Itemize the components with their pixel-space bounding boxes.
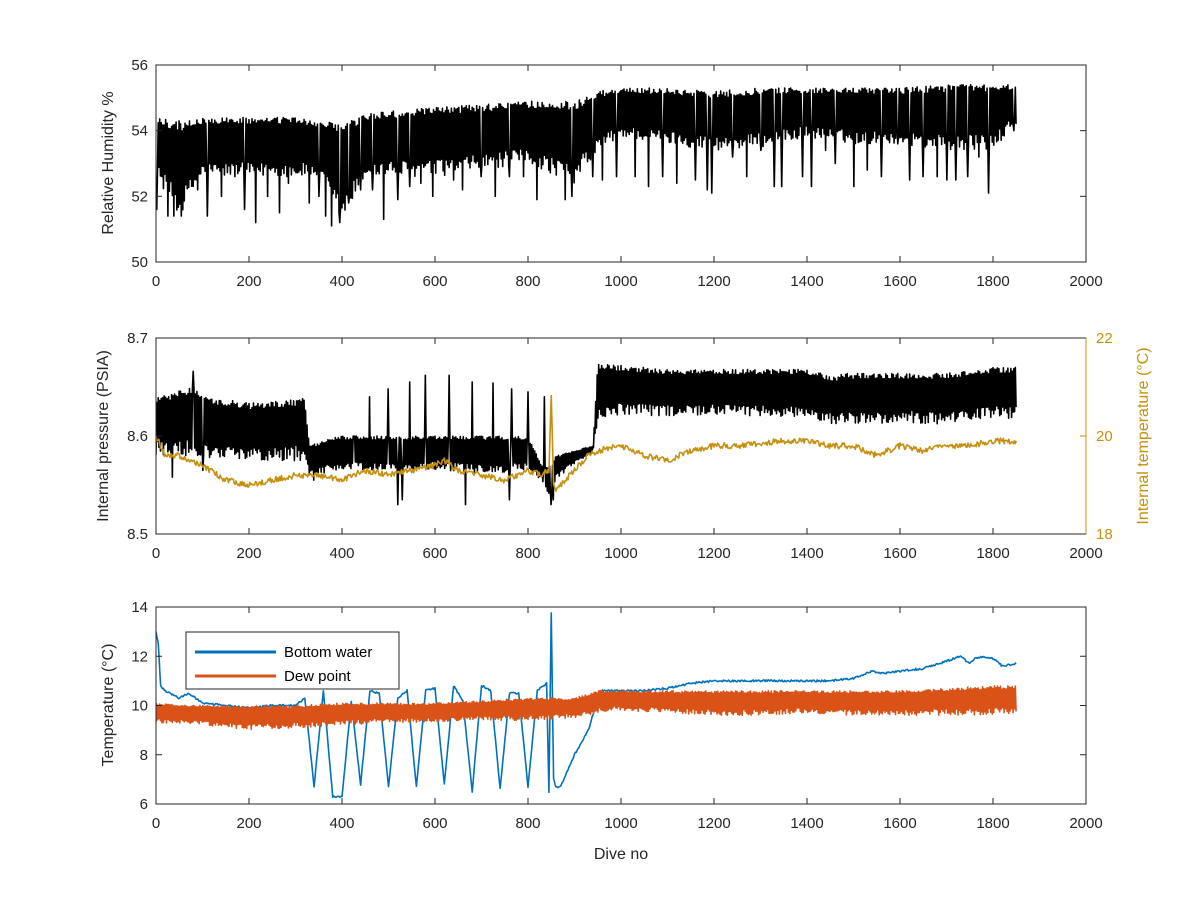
temperature-x-tick-label: 2000 [1069, 815, 1102, 832]
humidity-y-axis-label: Relative Humidity % [100, 91, 117, 234]
pressure-y-tick-label: 8.7 [127, 330, 148, 347]
humidity-y-tick-label: 56 [131, 57, 148, 74]
temperature-x-tick-label: 1400 [790, 815, 823, 832]
temperature-x-tick-label: 1200 [697, 815, 730, 832]
humidity-y-ticks: 50 52 54 56 [131, 57, 1086, 271]
humidity-x-tick-label: 1400 [790, 273, 823, 290]
pressure-x-tick-label: 1400 [790, 545, 823, 562]
humidity-x-ticks: 0 200 400 600 800 1000 1200 1400 1600 1800 2000 [152, 65, 1103, 290]
pressure-x-tick-label: 600 [422, 545, 447, 562]
humidity-axes-box [155, 64, 1087, 263]
pressure-x-ticks: 0 200 400 600 800 1000 1200 1400 1600 1800 2000 [152, 338, 1103, 562]
temperature-x-tick-label: 1600 [883, 815, 916, 832]
humidity-x-tick-label: 1600 [883, 273, 916, 290]
temperature-x-tick-label: 600 [422, 815, 447, 832]
pressure-series-1-line [156, 394, 1018, 492]
pressure-x-tick-label: 0 [152, 545, 160, 562]
temperature-right-y-tick-label: 18 [1096, 526, 1113, 543]
humidity-series-0-line [156, 84, 1017, 227]
pressure-x-tick-label: 400 [329, 545, 354, 562]
temperature-y-tick-label: 6 [140, 796, 148, 813]
pressure-y-tick-label: 8.6 [127, 428, 148, 445]
internal-temperature-y-axis-label: Internal temperature (°C) [1135, 347, 1152, 524]
x-axis-label: Dive no [594, 846, 648, 863]
pressure-x-tick-label: 1800 [976, 545, 1009, 562]
temperature-y-tick-label: 8 [140, 747, 148, 764]
humidity-x-tick-label: 600 [422, 273, 447, 290]
legend-label-bottom-water: Bottom water [284, 644, 372, 661]
humidity-x-tick-label: 800 [515, 273, 540, 290]
humidity-x-tick-label: 1200 [697, 273, 730, 290]
legend-box [185, 631, 400, 690]
humidity-x-tick-label: 0 [152, 273, 160, 290]
humidity-x-tick-label: 1800 [976, 273, 1009, 290]
humidity-y-tick-label: 50 [131, 254, 148, 271]
pressure-x-tick-label: 200 [236, 545, 261, 562]
temperature-x-tick-label: 0 [152, 815, 160, 832]
pressure-y-tick-label: 8.5 [127, 526, 148, 543]
pressure-y-ticks: 8.5 8.6 8.7 [127, 330, 162, 543]
temperature-y-tick-label: 10 [131, 698, 148, 715]
temperature-series [156, 612, 1017, 799]
pressure-x-tick-label: 2000 [1069, 545, 1102, 562]
legend: Bottom water Dew point [185, 631, 400, 690]
temperature-right-y-tick-label: 20 [1096, 428, 1113, 445]
pressure-series [156, 363, 1018, 506]
humidity-y-tick-label: 52 [131, 188, 148, 205]
pressure-x-tick-label: 1000 [604, 545, 637, 562]
temperature-right-y-tick-label: 22 [1096, 330, 1113, 347]
humidity-panel: 0 200 400 600 800 1000 1200 1400 1600 1800 2000 50… [100, 57, 1103, 290]
dew-point-line [156, 685, 1017, 731]
temperature-panel: 0 200 400 600 800 1000 1200 1400 1600 1800 2000 6 8… [100, 599, 1103, 863]
humidity-x-tick-label: 1000 [604, 273, 637, 290]
temperature-axes-box [155, 606, 1087, 805]
humidity-y-tick-label: 54 [131, 123, 148, 140]
bottom-water-line [156, 612, 1017, 799]
temperature-y-tick-label: 14 [131, 599, 148, 616]
humidity-series [156, 84, 1017, 227]
temperature-x-ticks: 0 200 400 600 800 1000 1200 1400 1600 1800 2000 [152, 607, 1103, 832]
pressure-x-tick-label: 800 [515, 545, 540, 562]
temperature-y-axis-label: Temperature (°C) [100, 644, 117, 767]
pressure-y-axis-label: Internal pressure (PSIA) [95, 350, 112, 522]
temperature-y-tick-label: 12 [131, 648, 148, 665]
humidity-x-tick-label: 2000 [1069, 273, 1102, 290]
pressure-x-tick-label: 1600 [883, 545, 916, 562]
temperature-x-tick-label: 1000 [604, 815, 637, 832]
temperature-y-ticks: 6 8 10 12 14 [131, 599, 1086, 813]
humidity-x-tick-label: 400 [329, 273, 354, 290]
legend-label-dew-point: Dew point [284, 668, 352, 685]
temperature-x-tick-label: 1800 [976, 815, 1009, 832]
pressure-panel: 0 200 400 600 800 1000 1200 1400 1600 1800 2000 8.… [95, 330, 1152, 562]
temperature-x-tick-label: 400 [329, 815, 354, 832]
temperature-x-tick-label: 800 [515, 815, 540, 832]
pressure-x-tick-label: 1200 [697, 545, 730, 562]
humidity-x-tick-label: 200 [236, 273, 261, 290]
temperature-x-tick-label: 200 [236, 815, 261, 832]
